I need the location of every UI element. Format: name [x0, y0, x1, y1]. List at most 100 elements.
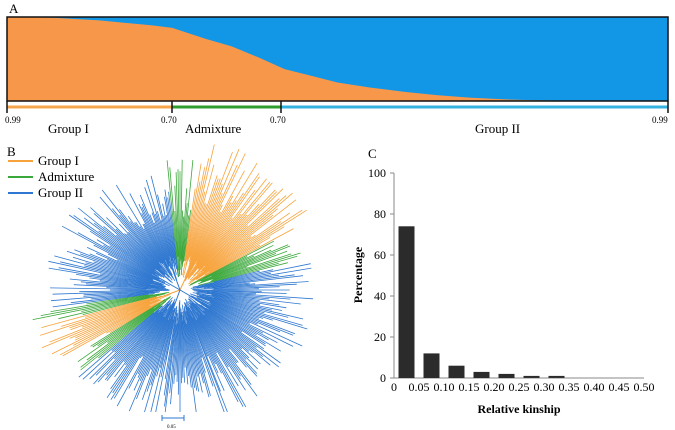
tree-branch — [187, 164, 215, 261]
bar — [523, 375, 540, 378]
tree-branch — [89, 277, 159, 288]
tree-branch — [194, 290, 314, 300]
tree-branch — [183, 209, 192, 262]
tree-branch — [187, 173, 260, 279]
tree-branch — [169, 167, 178, 257]
tree-branch — [199, 214, 248, 269]
tree-branch — [189, 314, 228, 413]
tree-branch — [52, 290, 170, 295]
tree-branch — [143, 223, 169, 268]
tree-branch — [62, 302, 157, 357]
tree-branch — [75, 299, 159, 339]
tree-branch — [82, 293, 166, 315]
tree-branch — [164, 324, 177, 413]
y-tick-label: 20 — [374, 330, 386, 344]
tree-branch — [160, 316, 175, 378]
tree-branch — [210, 303, 303, 347]
tree-branch — [211, 294, 287, 309]
tree-branch — [103, 226, 156, 270]
tree-branch — [104, 311, 163, 381]
tree-branch — [98, 230, 161, 277]
tree-branch — [69, 295, 163, 329]
tree-branch — [196, 296, 258, 325]
tree-branch — [116, 234, 157, 271]
tree-branch — [106, 314, 164, 399]
tree-branch — [52, 293, 155, 308]
tree-branch — [60, 305, 151, 356]
tree-branch — [200, 192, 293, 273]
tree-branch — [197, 317, 246, 391]
tree-branch — [189, 302, 238, 364]
tree-branch — [139, 306, 174, 381]
tree-branch — [185, 304, 209, 357]
tree-branch — [186, 310, 206, 373]
phylogenetic-tree — [32, 144, 314, 413]
tree-branch — [114, 312, 159, 360]
tree-branch — [90, 207, 164, 275]
tree-branch — [99, 273, 151, 285]
tree-branch — [124, 233, 166, 276]
tree-branch — [188, 212, 291, 285]
tree-branch — [151, 212, 172, 267]
tree-branch — [93, 222, 165, 279]
y-tick-label: 100 — [368, 166, 386, 180]
tree-branch — [73, 284, 169, 290]
tree-branch — [41, 299, 158, 349]
tree-branch — [141, 213, 166, 261]
tree-branch — [77, 207, 165, 278]
y-tick-label: 60 — [374, 248, 386, 262]
x-tick-label: 0 — [391, 380, 397, 394]
y-axis-ticks: 0 20 40 60 80 100 — [368, 166, 394, 385]
tree-branch — [213, 253, 292, 280]
tree-branch — [204, 226, 285, 276]
tree-branch — [182, 320, 189, 385]
tree-branch — [201, 198, 280, 271]
tree-branch — [191, 302, 258, 374]
tree-branch — [213, 270, 260, 283]
tree-branch — [93, 213, 172, 283]
tree-branch — [194, 176, 260, 270]
tree-branch — [184, 195, 234, 281]
tree-branch — [123, 300, 173, 363]
tree-branch — [109, 300, 163, 334]
tree-branch — [188, 295, 282, 352]
tree-branch — [61, 296, 157, 327]
tree-branch — [144, 307, 176, 413]
bars — [398, 226, 565, 378]
tree-branch — [196, 312, 252, 385]
tree-branch — [90, 291, 160, 300]
tree-branch — [116, 259, 158, 280]
tree-branch — [209, 305, 264, 334]
tree-branch — [106, 303, 169, 376]
tree-branch — [185, 322, 198, 391]
tree-branch — [213, 297, 273, 311]
tree-branch — [200, 245, 291, 282]
tree-branch — [201, 272, 271, 287]
tree-branch — [198, 266, 248, 285]
bar — [398, 226, 415, 378]
tree-branch — [81, 299, 155, 328]
tree-branch — [190, 274, 280, 289]
tree-branch — [86, 294, 149, 305]
tree-branch — [154, 213, 178, 280]
tree-branch — [188, 149, 240, 270]
tree-branch — [149, 214, 170, 264]
tree-branch — [209, 262, 279, 283]
bar — [548, 375, 565, 378]
tree-branch — [195, 292, 260, 306]
tree-branch — [138, 203, 170, 267]
tree-branch — [198, 262, 288, 286]
tree-branch — [85, 283, 152, 289]
tree-branch — [128, 300, 175, 389]
tree-branch — [189, 307, 239, 402]
x-axis-title: Relative kinship — [477, 402, 560, 416]
tree-branch — [211, 255, 298, 282]
tree-branch — [201, 297, 264, 319]
kinship-bar-chart: 0 20 40 60 80 100 0 0.05 0.10 0.15 0.20 0.25 0.30 0.… — [351, 166, 655, 416]
tree-branch — [146, 304, 175, 377]
tree-branch — [129, 193, 173, 276]
tree-branch — [187, 189, 256, 280]
tree-branch — [105, 301, 160, 334]
tree-branch — [188, 178, 267, 280]
tree-branch — [208, 209, 307, 273]
